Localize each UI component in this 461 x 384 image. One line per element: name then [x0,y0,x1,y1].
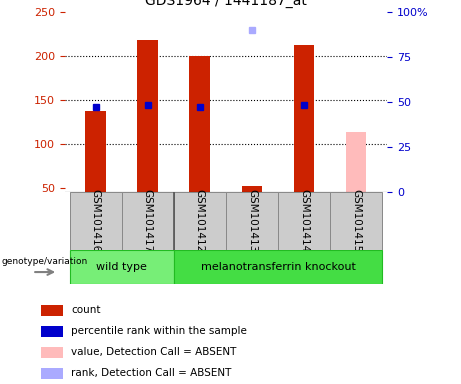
Text: GSM101415: GSM101415 [351,189,361,252]
Bar [278,192,330,250]
Text: GSM101416: GSM101416 [91,189,101,252]
Bar [70,250,174,284]
Bar [41,347,63,358]
Text: genotype/variation: genotype/variation [1,257,88,265]
Bar [41,305,63,316]
Bar [85,111,106,192]
Title: GDS1964 / 1441187_at: GDS1964 / 1441187_at [145,0,307,8]
Bar [174,250,382,284]
Bar [189,56,210,192]
Bar [122,192,174,250]
Bar [137,40,158,192]
Text: wild type: wild type [96,262,147,272]
Bar [294,45,314,192]
Bar [174,192,226,250]
Text: GSM101417: GSM101417 [143,189,153,252]
Text: rank, Detection Call = ABSENT: rank, Detection Call = ABSENT [71,368,232,378]
Bar [70,192,122,250]
Text: percentile rank within the sample: percentile rank within the sample [71,326,247,336]
Text: GSM101413: GSM101413 [247,189,257,252]
Bar [330,192,382,250]
Bar [226,192,278,250]
Text: GSM101414: GSM101414 [299,189,309,252]
Text: value, Detection Call = ABSENT: value, Detection Call = ABSENT [71,347,237,357]
Bar [346,132,366,192]
Bar [242,186,262,192]
Bar [41,368,63,379]
Text: GSM101412: GSM101412 [195,189,205,252]
Text: melanotransferrin knockout: melanotransferrin knockout [201,262,355,272]
Text: count: count [71,305,101,314]
Bar [41,326,63,337]
